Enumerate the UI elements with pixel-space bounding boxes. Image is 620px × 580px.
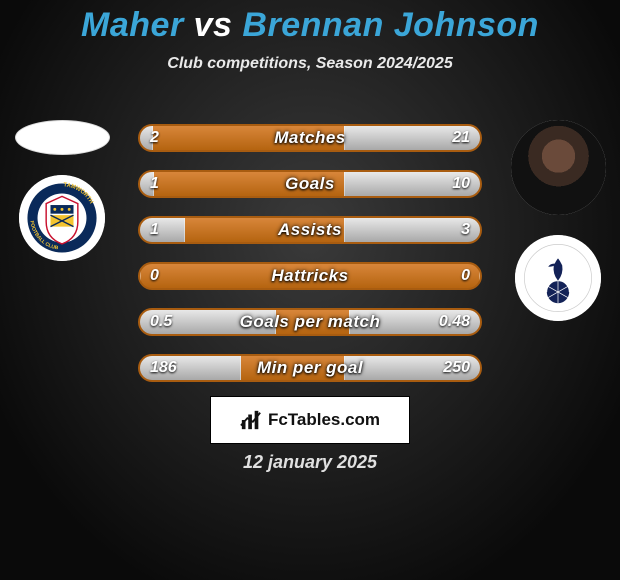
stat-bar: 2 21 Matches <box>138 124 482 152</box>
bar-label: Matches <box>140 126 480 150</box>
chart-icon <box>240 409 262 431</box>
bar-label: Min per goal <box>140 356 480 380</box>
stat-bars: 2 21 Matches 1 10 Goals 1 3 Assists 0 0 … <box>138 124 482 382</box>
site-badge: FcTables.com <box>210 396 410 444</box>
bar-label: Hattricks <box>140 264 480 288</box>
title-player1: Maher <box>81 6 184 44</box>
stat-bar: 0 0 Hattricks <box>138 262 482 290</box>
player1-club-badge: TAMWORTH FOOTBALL CLUB <box>19 175 105 261</box>
page-title: Maher vs Brennan Johnson <box>0 0 620 45</box>
stat-bar: 1 10 Goals <box>138 170 482 198</box>
spurs-crest-icon <box>523 243 593 313</box>
footer-date: 12 january 2025 <box>0 452 620 473</box>
title-player2: Brennan Johnson <box>242 6 539 44</box>
site-name: FcTables.com <box>268 410 380 430</box>
player1-avatar <box>15 120 110 155</box>
subtitle: Club competitions, Season 2024/2025 <box>0 55 620 73</box>
stat-bar: 0.5 0.48 Goals per match <box>138 308 482 336</box>
bar-label: Assists <box>140 218 480 242</box>
stat-bar: 186 250 Min per goal <box>138 354 482 382</box>
right-column <box>508 120 608 321</box>
left-column: TAMWORTH FOOTBALL CLUB <box>12 120 112 261</box>
player2-club-badge <box>515 235 601 321</box>
title-vs: vs <box>194 6 233 44</box>
bar-label: Goals <box>140 172 480 196</box>
player2-avatar <box>511 120 606 215</box>
bar-label: Goals per match <box>140 310 480 334</box>
stat-bar: 1 3 Assists <box>138 216 482 244</box>
tamworth-crest-icon: TAMWORTH FOOTBALL CLUB <box>26 182 98 254</box>
player2-face-icon <box>511 120 606 215</box>
